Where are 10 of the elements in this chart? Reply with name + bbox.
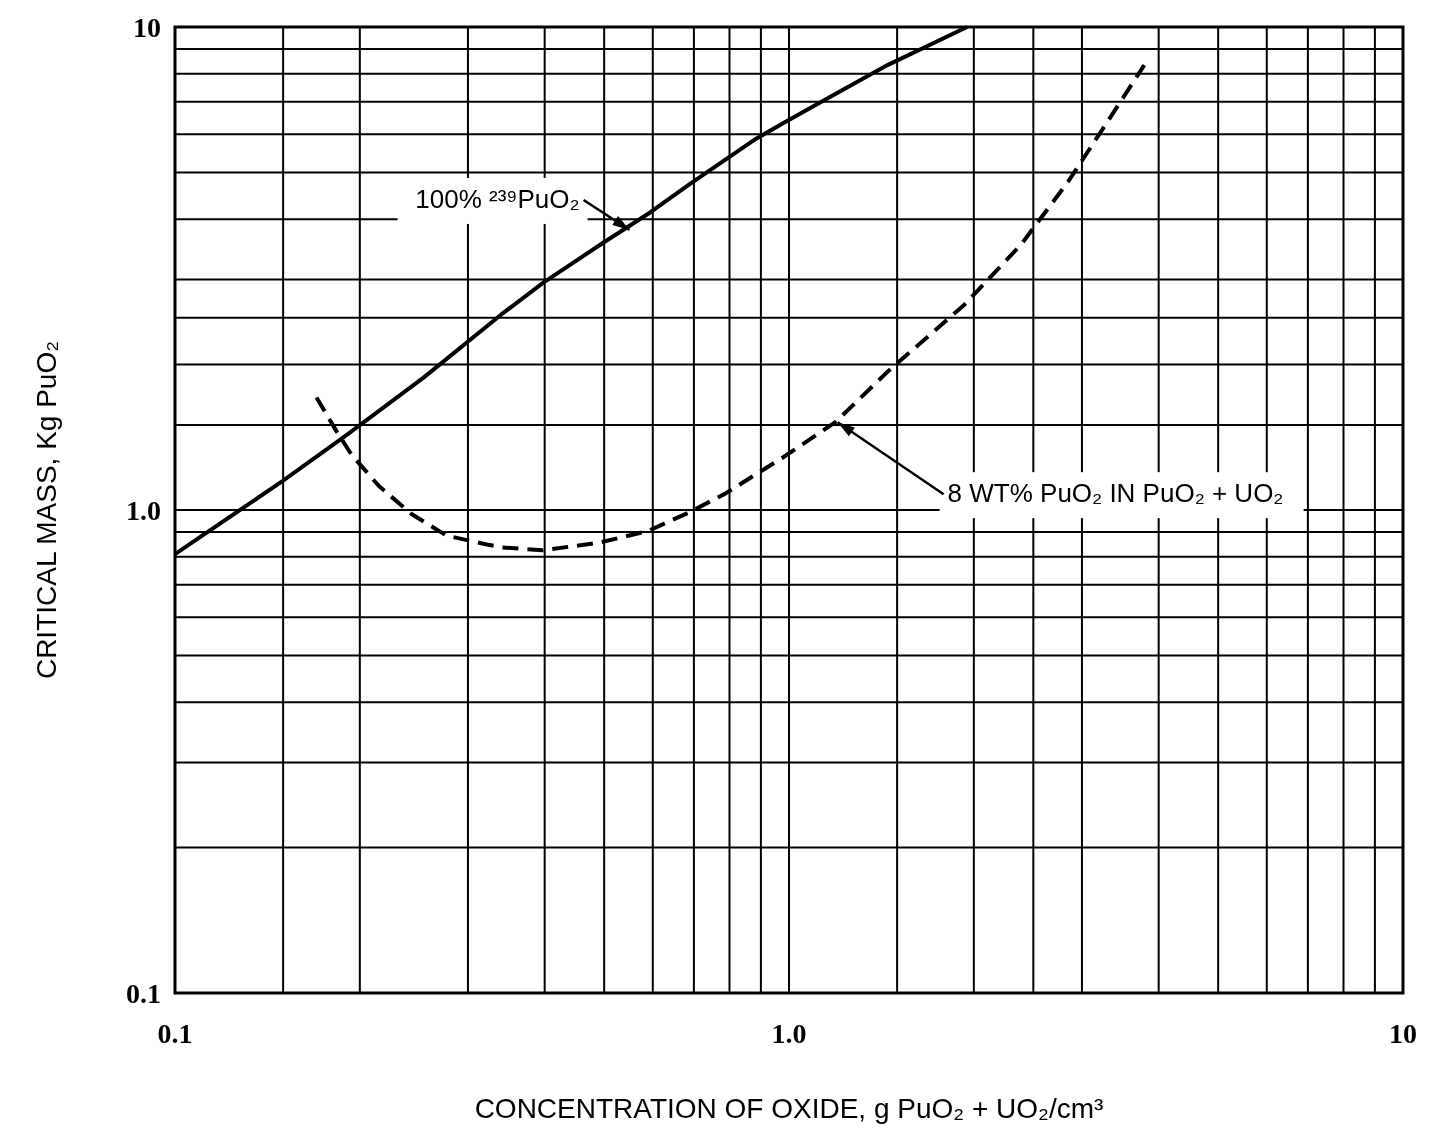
annotation: 100% ²³⁹PuO₂	[415, 183, 580, 214]
x-tick-label: 10	[1389, 1018, 1417, 1049]
x-tick-label: 1.0	[771, 1018, 807, 1049]
x-axis-title: CONCENTRATION OF OXIDE, g PuO₂ + UO₂/cm³	[474, 1093, 1104, 1124]
y-tick-label: 10	[133, 11, 161, 43]
y-axis-title: CRITICAL MASS, Kg PuO₂	[31, 340, 62, 680]
y-tick-label: 0.1	[126, 977, 161, 1009]
y-tick-label: 1.0	[126, 494, 161, 526]
annotation: 8 WT% PuO₂ IN PuO₂ + UO₂	[947, 478, 1284, 509]
x-tick-label: 0.1	[157, 1018, 193, 1049]
